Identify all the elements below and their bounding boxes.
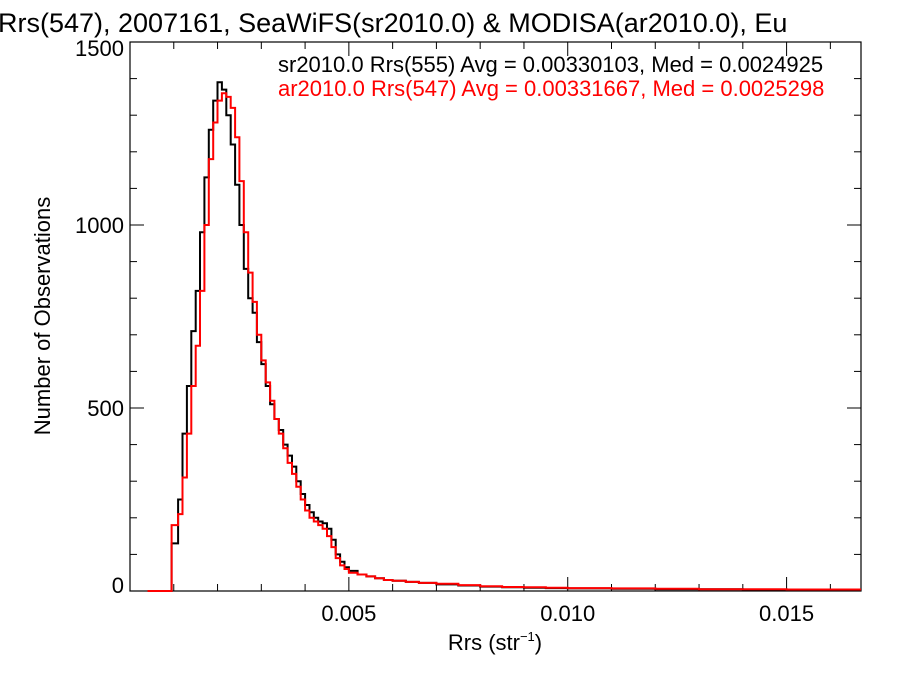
plot-frame [129, 41, 862, 592]
x-axis-ticks: 0.005 0.010 0.015 [173, 42, 831, 626]
y-axis-ticks: 0 500 1000 1500 [75, 36, 861, 598]
chart-title: Rrs(547), 2007161, SeaWiFS(sr2010.0) & M… [0, 8, 787, 38]
series-lines [147, 81, 861, 592]
x-tick-label: 0.010 [540, 601, 595, 626]
x-axis-label: Rrs (str−1) [448, 629, 542, 655]
series-line [147, 92, 861, 592]
y-tick-label: 500 [87, 396, 124, 421]
y-tick-label: 1000 [75, 213, 124, 238]
x-tick-label: 0.015 [759, 601, 814, 626]
legend-entry: ar2010.0 Rrs(547) Avg = 0.00331667, Med … [278, 76, 824, 101]
series-line [147, 81, 861, 592]
y-tick-label: 0 [112, 573, 124, 598]
x-tick-label: 0.005 [321, 601, 376, 626]
legend-entry: sr2010.0 Rrs(555) Avg = 0.00330103, Med … [278, 52, 823, 77]
legend: sr2010.0 Rrs(555) Avg = 0.00330103, Med … [278, 52, 824, 101]
y-tick-label: 1500 [75, 36, 124, 61]
y-axis-label: Number of Observations [30, 197, 55, 435]
